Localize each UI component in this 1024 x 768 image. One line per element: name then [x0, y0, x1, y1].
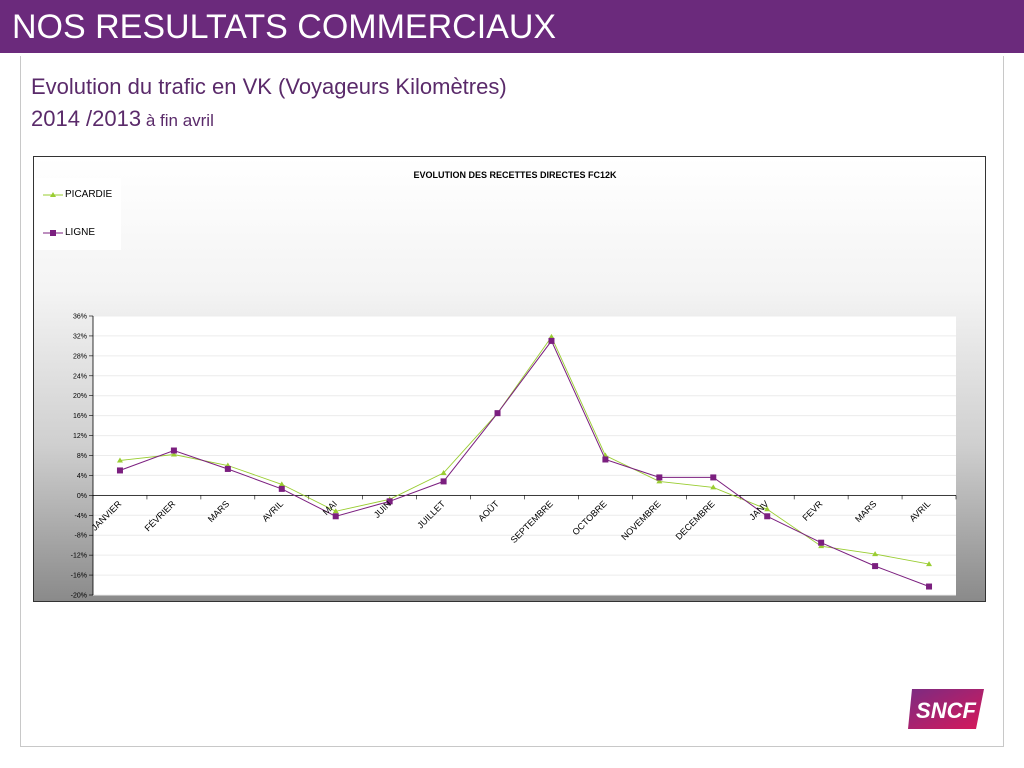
legend-label: LIGNE: [65, 227, 96, 238]
y-tick-label: 8%: [77, 453, 87, 460]
slide-frame: [20, 56, 1004, 747]
data-point-ligne: [926, 583, 933, 590]
data-point-ligne: [440, 478, 447, 485]
y-tick-label: 16%: [73, 413, 87, 420]
data-point-ligne: [710, 474, 717, 481]
y-tick-label: 20%: [73, 393, 87, 400]
data-point-picardie: [332, 508, 339, 514]
data-point-picardie: [548, 333, 555, 339]
y-tick-label: 4%: [77, 473, 87, 480]
subtitle-line1: Evolution du trafic en VK (Voyageurs Kil…: [31, 74, 507, 99]
data-point-picardie: [764, 506, 771, 512]
sncf-logo: SNCF: [906, 687, 986, 736]
data-point-picardie: [710, 484, 717, 490]
logo-text: SNCF: [916, 698, 976, 723]
data-point-ligne: [656, 474, 663, 481]
data-point-picardie: [440, 469, 447, 475]
legend-marker-triangle-icon: [43, 192, 63, 197]
chart-container: EVOLUTION DES RECETTES DIRECTES FC12K 36%…: [33, 156, 986, 602]
page-title: NOS RESULTATS COMMERCIAUX: [12, 8, 557, 46]
y-tick-label: 36%: [73, 314, 87, 321]
data-point-ligne: [494, 410, 501, 417]
y-tick-label: 32%: [73, 333, 87, 340]
y-tick-label: 0%: [77, 493, 87, 500]
y-tick-label: 24%: [73, 373, 87, 380]
data-point-ligne: [548, 337, 555, 344]
y-tick-label: -12%: [71, 553, 87, 560]
subtitle-year: 2014 /2013: [31, 106, 142, 131]
data-point-ligne: [818, 539, 825, 546]
header-bar: NOS RESULTATS COMMERCIAUX: [0, 0, 1024, 53]
subtitle-note: à fin avril: [141, 111, 214, 130]
data-point-ligne: [170, 447, 177, 454]
sncf-logo-icon: SNCF: [908, 689, 984, 729]
data-point-ligne: [332, 513, 339, 520]
data-point-picardie: [926, 561, 933, 567]
data-point-picardie: [872, 551, 879, 557]
y-tick-label: 28%: [73, 353, 87, 360]
data-point-picardie: [116, 457, 123, 463]
y-tick-label: 12%: [73, 433, 87, 440]
subtitle-line2: 2014 /2013 à fin avril: [31, 106, 214, 132]
data-point-ligne: [764, 513, 771, 520]
chart-title: EVOLUTION DES RECETTES DIRECTES FC12K: [413, 170, 617, 180]
series-line-picardie: [119, 336, 930, 565]
y-tick-label: -4%: [75, 513, 87, 520]
legend-marker-square-icon: [43, 230, 63, 236]
data-point-picardie: [656, 478, 663, 484]
chart-legend: PICARDIE LIGNE: [35, 178, 121, 250]
data-point-ligne: [224, 465, 231, 472]
data-point-ligne: [116, 467, 123, 474]
data-point-ligne: [872, 563, 879, 570]
legend-label: PICARDIE: [65, 189, 113, 200]
data-point-ligne: [386, 498, 393, 505]
data-point-ligne: [602, 456, 609, 463]
series-line-ligne: [119, 339, 930, 587]
y-tick-label: -16%: [71, 573, 87, 580]
data-point-ligne: [278, 485, 285, 492]
y-tick-label: -20%: [71, 593, 87, 600]
data-point-picardie: [170, 451, 177, 457]
y-tick-label: -8%: [75, 533, 87, 540]
data-point-picardie: [278, 481, 285, 487]
line-chart: EVOLUTION DES RECETTES DIRECTES FC12K 36%…: [71, 170, 957, 600]
